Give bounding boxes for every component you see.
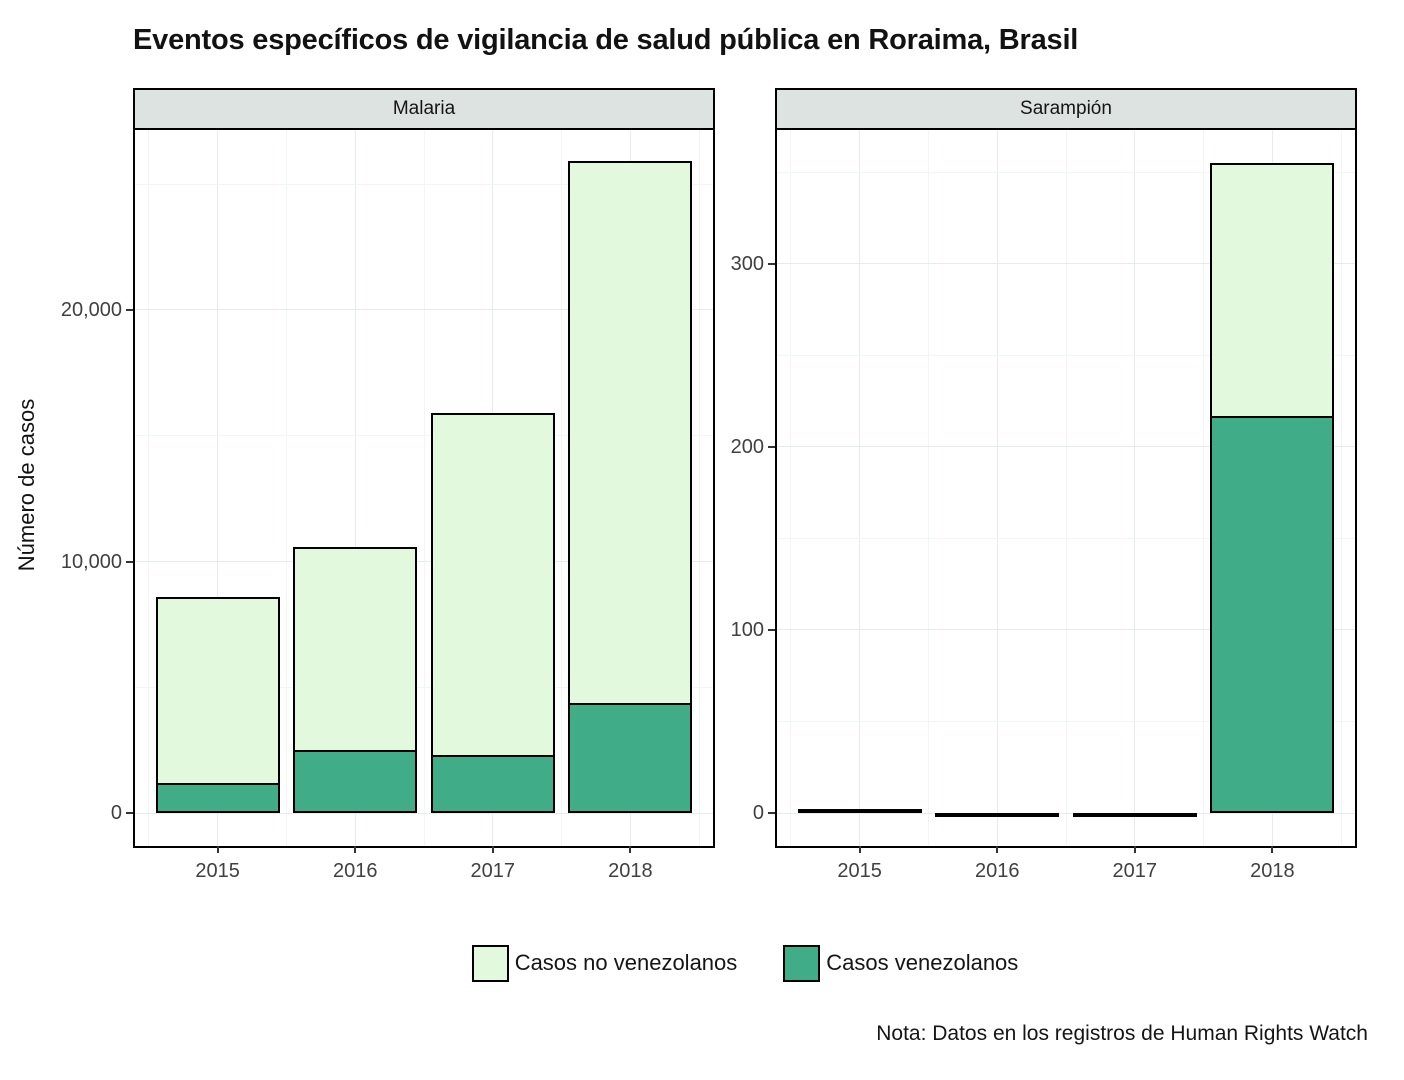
x-axis-tick [1271, 846, 1274, 853]
gridline-vertical-major [996, 130, 998, 846]
bar-2016 [293, 546, 418, 814]
legend-swatch-light-green [471, 944, 509, 982]
gridline-vertical-major [217, 130, 219, 846]
y-axis-tick-label: 0 [110, 802, 122, 825]
x-axis-tick-label: 2015 [837, 860, 882, 882]
legend-label-no-venezolanos: Casos no venezolanos [514, 950, 738, 975]
legend-item-no-venezolanos: Casos no venezolanos [471, 944, 738, 982]
gridline-vertical-major [354, 130, 356, 846]
gridline-horizontal-minor [777, 720, 1355, 722]
gridline-vertical-minor [285, 130, 287, 846]
y-axis-tick-label: 300 [730, 252, 764, 275]
gridline-vertical-major [859, 130, 861, 846]
gridline-vertical-minor [1065, 130, 1067, 846]
bar-2016 [935, 813, 1060, 818]
x-axis-tick [996, 846, 999, 853]
bar-segment-venezolanos-2016 [293, 750, 418, 814]
x-axis-tick [354, 846, 357, 853]
gridline-horizontal-minor [135, 686, 713, 688]
legend-swatch-teal [783, 944, 821, 982]
legend-item-venezolanos: Casos venezolanos [783, 944, 1019, 982]
gridline-vertical-minor [1203, 130, 1205, 846]
x-axis-tick [216, 846, 219, 853]
x-axis-tick [629, 846, 632, 853]
source-note: Nota: Datos en los registros de Human Ri… [876, 1022, 1368, 1045]
y-axis-tick [126, 308, 133, 311]
bar-2018 [1210, 162, 1335, 814]
gridline-horizontal-major [135, 812, 713, 814]
x-axis-tick-label: 2017 [1112, 860, 1158, 882]
y-axis-tick [126, 812, 133, 815]
gridline-vertical-minor [927, 130, 929, 846]
gridline-vertical-minor [698, 130, 700, 846]
bar-segment-venezolanos-2018 [1210, 415, 1335, 814]
y-axis-tick-label: 10,000 [60, 550, 122, 573]
gridline-horizontal-minor [777, 354, 1355, 356]
x-axis-tick-label: 2018 [608, 860, 653, 882]
gridline-vertical-minor [148, 130, 150, 846]
gridline-vertical-minor [561, 130, 563, 846]
x-axis-tick-label: 2016 [974, 860, 1020, 882]
gridline-horizontal-major [135, 561, 713, 563]
plot-area-malaria: 0 10,000 20,000 2015 2016 2017 2018 [61, 128, 715, 882]
legend: Casos no venezolanos Casos venezolanos [133, 941, 1357, 985]
y-axis-tick-label: 200 [730, 435, 764, 458]
x-axis-tick [858, 846, 861, 853]
gridline-vertical-minor [423, 130, 425, 846]
x-axis-tick [1133, 846, 1136, 853]
x-axis-tick-label: 2016 [332, 860, 378, 882]
x-axis-tick [491, 846, 494, 853]
bar-segment-venezolanos-2018 [568, 702, 693, 814]
gridline-horizontal-major [135, 309, 713, 311]
legend-label-venezolanos: Casos venezolanos [826, 950, 1019, 975]
bar-2017 [430, 413, 555, 814]
gridline-vertical-minor [1340, 130, 1342, 846]
x-axis-tick-label: 2018 [1250, 860, 1295, 882]
facet-strip-label-malaria: Malaria [133, 88, 715, 128]
y-axis-tick [768, 445, 775, 448]
bar-2015 [797, 809, 922, 814]
gridline-horizontal-minor [135, 435, 713, 437]
y-axis-tick [768, 262, 775, 265]
x-axis-tick-label: 2017 [470, 860, 516, 882]
y-axis-tick [768, 812, 775, 815]
bar-segment-venezolanos-2015 [155, 783, 280, 814]
bar-segment-venezolanos-2017 [430, 755, 555, 814]
facet-strip-label-sarampion: Sarampión [775, 88, 1357, 128]
chart-title: Eventos específicos de vigilancia de sal… [133, 24, 1079, 56]
gridline-horizontal-minor [777, 537, 1355, 539]
gridline-horizontal-major [777, 812, 1355, 814]
y-axis-tick [126, 560, 133, 563]
y-axis-tick-label: 100 [730, 618, 764, 641]
gridline-horizontal-minor [777, 171, 1355, 173]
bar-2017 [1072, 813, 1197, 818]
gridline-vertical-minor [790, 130, 792, 846]
y-axis-tick [768, 628, 775, 631]
bar-2015 [155, 596, 280, 814]
gridline-vertical-major [1134, 130, 1136, 846]
gridline-horizontal-major [777, 446, 1355, 448]
bar-2018 [568, 161, 693, 814]
y-axis-tick-label: 20,000 [60, 298, 122, 321]
gridline-horizontal-major [777, 263, 1355, 265]
facet-panel-malaria: Malaria 0 10,000 20,000 2015 2016 2017 2018 [61, 88, 715, 882]
x-axis-tick-label: 2015 [195, 860, 240, 882]
gridline-horizontal-major [777, 629, 1355, 631]
plot-area-sarampion: 0 100 200 300 2015 2016 2017 2018 [731, 128, 1357, 882]
gridline-horizontal-minor [135, 183, 713, 185]
facet-panel-sarampion: Sarampión 0 100 200 300 2015 2016 2017 2018 [731, 88, 1357, 882]
y-axis-tick-label: 0 [752, 802, 764, 825]
